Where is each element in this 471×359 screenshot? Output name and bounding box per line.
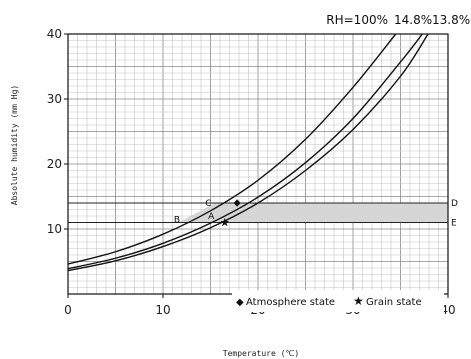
rh-curves <box>67 33 429 272</box>
curve-series-3 <box>67 33 429 272</box>
legend-box <box>232 290 444 312</box>
markers <box>220 199 241 227</box>
legend-symbol-atmosphere: ◆ <box>236 297 244 308</box>
curve-label-2: 14.8% <box>394 13 432 27</box>
point-label-c: C <box>205 199 211 209</box>
label-d: D <box>451 199 458 209</box>
shaded-region <box>178 203 448 223</box>
marker-atmosphere-state <box>233 199 241 207</box>
labels: DE RH=100% 14.8% 13.8% C B A <box>174 13 470 229</box>
curve-series-1 <box>67 33 397 265</box>
legend-symbol-grain: ★ <box>353 294 364 308</box>
x-tick-label: 0 <box>64 303 72 317</box>
legend: ◆ Atmosphere state ★ Grain state <box>232 290 444 312</box>
point-label-a: A <box>208 212 215 222</box>
y-axis-label: Absolute humidity (mm Hg) <box>10 85 19 205</box>
x-tick-label: 10 <box>155 303 170 317</box>
curve-series-2 <box>67 33 423 270</box>
shaded-band <box>178 203 448 223</box>
point-label-b: B <box>174 215 180 225</box>
legend-label-atmosphere: Atmosphere state <box>246 297 335 308</box>
y-tick-label: 40 <box>47 27 62 41</box>
grid <box>68 34 448 294</box>
y-tick-label: 30 <box>47 92 62 106</box>
curve-label-3: 13.8% <box>432 13 470 27</box>
marker-grain-state <box>220 217 230 227</box>
curve-label-1: RH=100% <box>326 13 388 27</box>
legend-label-grain: Grain state <box>366 297 422 308</box>
x-axis-label: Temperature (℃) <box>223 349 299 358</box>
y-tick-label: 20 <box>47 157 62 171</box>
label-e: E <box>451 219 457 229</box>
y-tick-label: 10 <box>47 222 62 236</box>
x-tick-label: 40 <box>440 303 455 317</box>
